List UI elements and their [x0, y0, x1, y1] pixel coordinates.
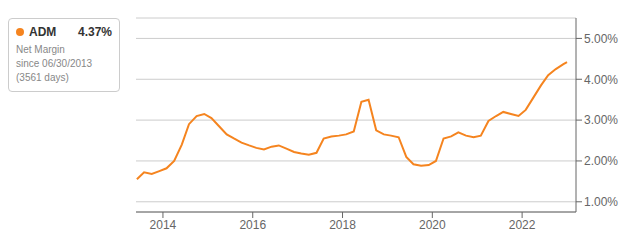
- html-text:since 06/30/2013: since 06/30/2013: [16, 58, 93, 69]
- svg-text:2.00%: 2.00%: [584, 154, 618, 168]
- svg-text:2018: 2018: [329, 218, 356, 232]
- svg-text:1.00%: 1.00%: [584, 195, 618, 209]
- svg-text:2020: 2020: [419, 218, 446, 232]
- html-text:ADM: ADM: [29, 25, 57, 39]
- svg-text:3.00%: 3.00%: [584, 113, 618, 127]
- svg-text:2022: 2022: [509, 218, 536, 232]
- svg-text:2014: 2014: [150, 218, 177, 232]
- svg-text:5.00%: 5.00%: [584, 32, 618, 46]
- svg-text:2016: 2016: [239, 218, 266, 232]
- svg-text:4.00%: 4.00%: [584, 73, 618, 87]
- html-text:4.37%: 4.37%: [78, 25, 112, 39]
- html-text:(3561 days): (3561 days): [16, 72, 69, 83]
- html-text:Net Margin: Net Margin: [16, 44, 65, 55]
